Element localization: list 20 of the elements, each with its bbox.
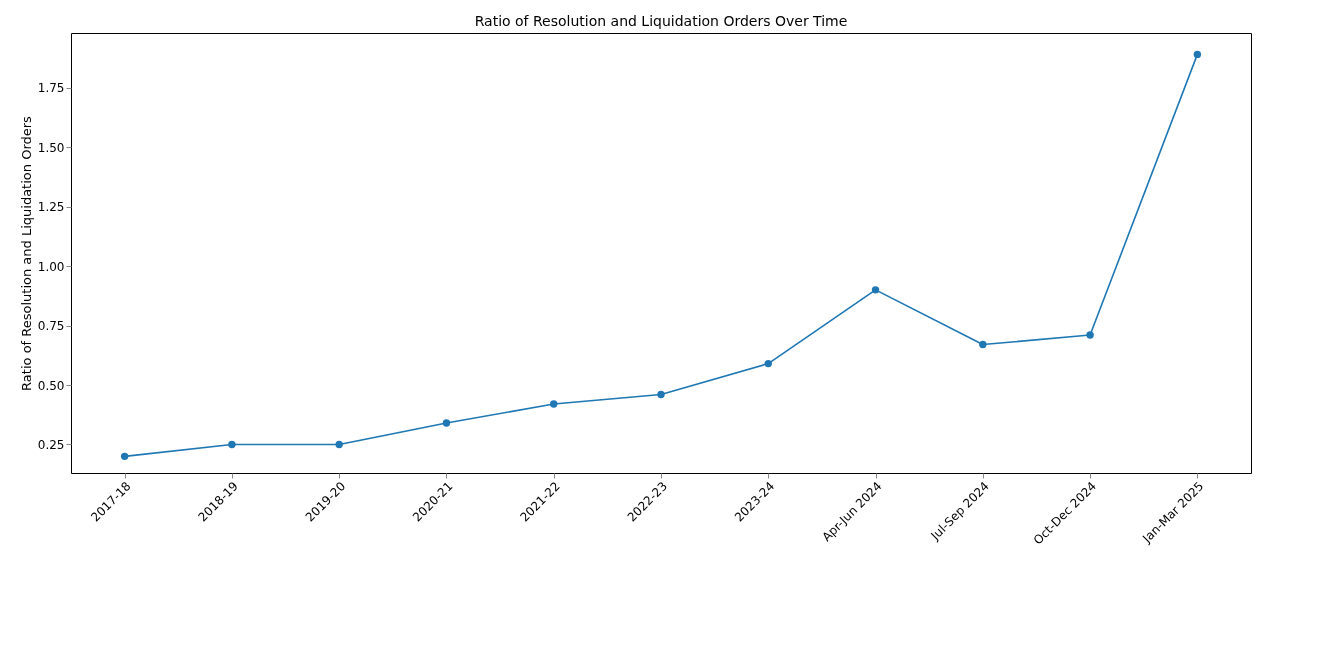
point [979,340,987,349]
y-tick-label: 1.25 [37,200,65,215]
point [335,440,343,449]
point [120,452,129,461]
chart-title: Ratio of Resolution and Liquidation Orders Over Time [474,13,848,29]
point [1193,50,1202,59]
point [228,440,236,449]
y-tick-label: 1.00 [37,259,65,274]
point [1086,331,1094,339]
y-tick-label: 0.50 [37,378,65,393]
y-tick-label: 0.25 [37,437,65,452]
y-axis-title: Ratio of Resolution and Liquidation Orders [18,115,34,391]
point [442,419,451,427]
y-tick-label: 0.75 [37,319,65,334]
y-tick-label: 1.75 [37,81,65,96]
point [764,359,772,368]
point [871,286,880,294]
point [657,390,665,399]
y-tick-label: 1.50 [37,140,65,155]
point [550,400,558,408]
